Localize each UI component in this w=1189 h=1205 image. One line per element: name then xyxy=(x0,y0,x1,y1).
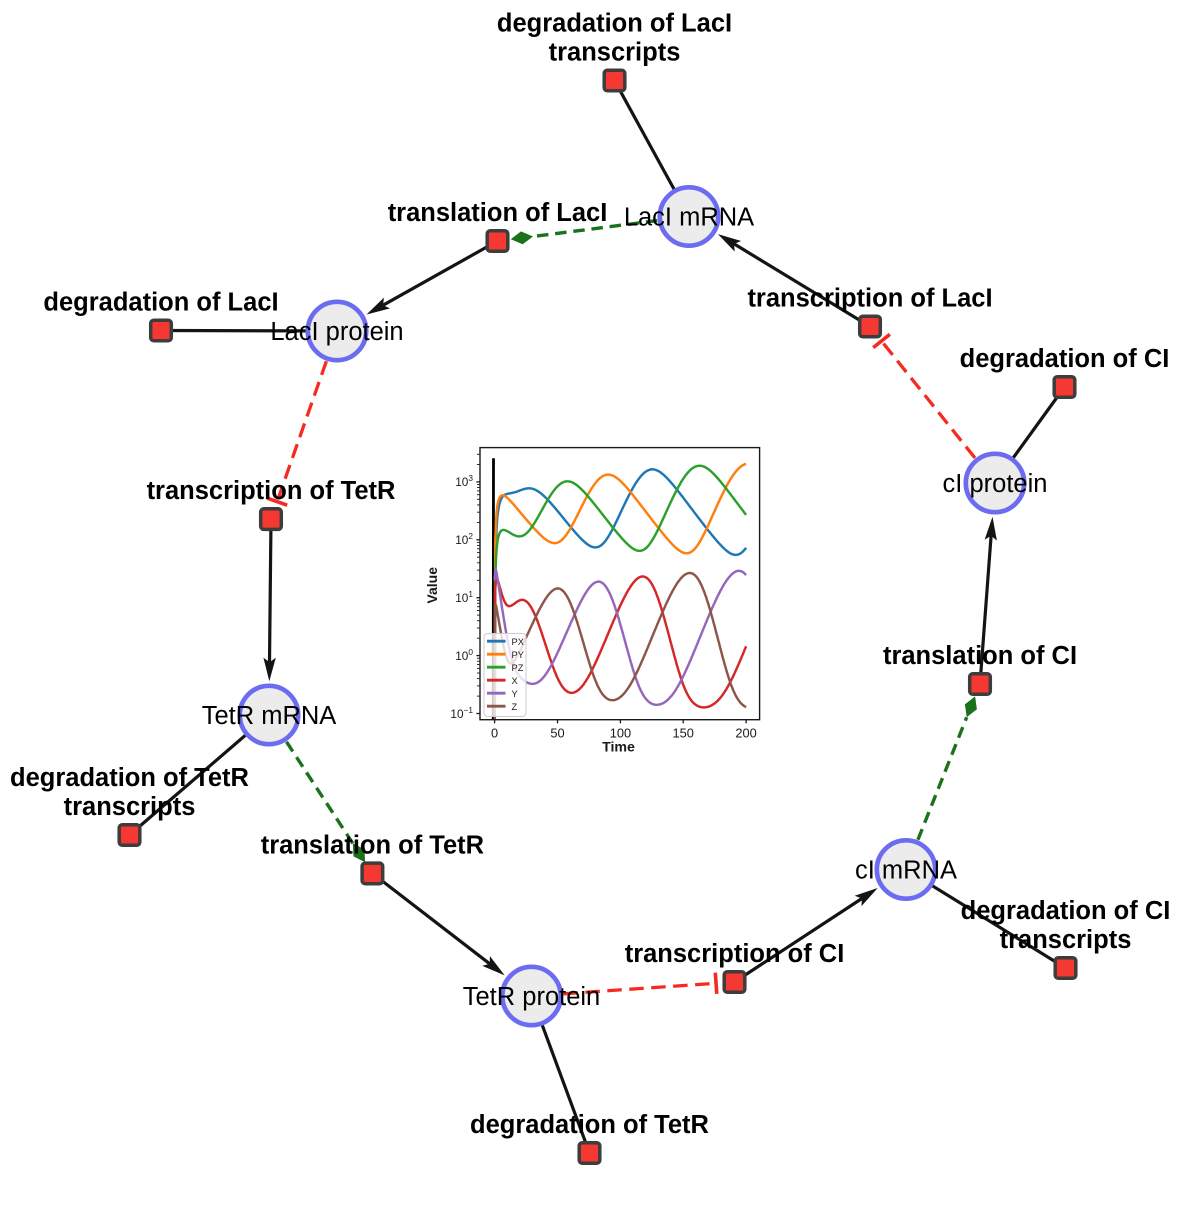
svg-text:Value: Value xyxy=(424,567,440,604)
svg-text:PY: PY xyxy=(512,650,524,660)
svg-text:150: 150 xyxy=(673,725,694,740)
svg-text:transcription of CI: transcription of CI xyxy=(625,940,845,968)
svg-text:degradation of LacI: degradation of LacI xyxy=(43,289,278,317)
svg-text:Z: Z xyxy=(512,702,518,712)
svg-text:LacI protein: LacI protein xyxy=(270,318,403,346)
svg-text:PX: PX xyxy=(512,637,524,647)
svg-text:0: 0 xyxy=(491,725,498,740)
svg-text:transcripts: transcripts xyxy=(64,793,196,821)
svg-text:cI protein: cI protein xyxy=(943,470,1048,498)
svg-text:translation of CI: translation of CI xyxy=(883,642,1077,670)
svg-text:TetR protein: TetR protein xyxy=(463,983,601,1011)
svg-text:degradation of TetR: degradation of TetR xyxy=(10,764,249,792)
svg-text:200: 200 xyxy=(735,725,756,740)
svg-text:translation of TetR: translation of TetR xyxy=(261,831,484,859)
svg-text:degradation of CI: degradation of CI xyxy=(960,345,1170,373)
svg-text:transcription of LacI: transcription of LacI xyxy=(747,285,992,313)
svg-text:Y: Y xyxy=(512,689,518,699)
svg-text:TetR mRNA: TetR mRNA xyxy=(202,702,337,730)
svg-text:Time: Time xyxy=(602,740,635,756)
svg-text:LacI mRNA: LacI mRNA xyxy=(624,204,754,232)
svg-text:PZ: PZ xyxy=(512,663,524,673)
svg-text:50: 50 xyxy=(550,725,564,740)
svg-text:transcripts: transcripts xyxy=(549,39,681,67)
svg-text:transcription of TetR: transcription of TetR xyxy=(147,477,396,505)
svg-text:translation of LacI: translation of LacI xyxy=(388,199,608,227)
svg-text:X: X xyxy=(512,676,518,686)
svg-text:degradation of TetR: degradation of TetR xyxy=(470,1111,709,1139)
svg-text:cI mRNA: cI mRNA xyxy=(855,857,957,885)
svg-text:degradation of LacI: degradation of LacI xyxy=(497,10,732,38)
svg-text:degradation of CI: degradation of CI xyxy=(961,897,1171,925)
svg-text:100: 100 xyxy=(610,725,631,740)
svg-text:transcripts: transcripts xyxy=(1000,926,1132,954)
